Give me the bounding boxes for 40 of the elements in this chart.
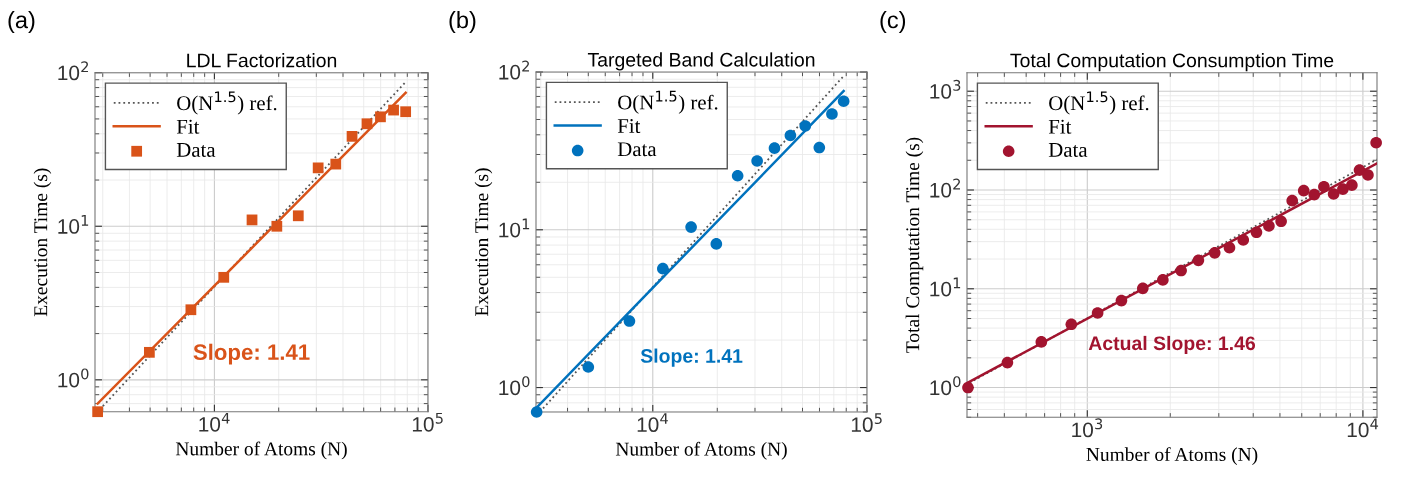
legend-label: O(N$^{1.5}$) ref. [618, 90, 718, 114]
legend-label: Fit [176, 119, 200, 134]
x-axis-title: Number of Atoms (N) [615, 441, 787, 460]
text: (b) [449, 11, 476, 33]
x-axis-title: Number of Atoms (N) [1086, 447, 1258, 465]
chart-title: LDL Factorization [187, 53, 337, 68]
y-tick-label: 10$^{2}$ [499, 60, 529, 80]
text: (a) [8, 11, 35, 33]
x-tick-label: 10$^{4}$ [1347, 418, 1379, 438]
legend-label: O(N$^{1.5}$) ref. [1049, 91, 1149, 115]
legend-label: Data [1048, 143, 1088, 157]
y-tick-label: 10$^{0}$ [58, 368, 89, 388]
y-axis-title: Total Computation Time (s) [905, 137, 924, 353]
x-axis-title: Number of Atoms (N) [175, 441, 347, 460]
x-tick-label: 10$^{4}$ [199, 412, 230, 432]
y-tick-label: 10$^{2}$ [58, 61, 88, 81]
x-tick-label: 10$^{5}$ [851, 413, 882, 433]
annotation: Actual Slope: 1.46 [1088, 335, 1256, 354]
legend-label: Fit [1048, 119, 1072, 134]
x-tick-label: 10$^{4}$ [637, 413, 668, 433]
y-tick-label: 10$^{2}$ [930, 178, 960, 198]
legend-label: Data [617, 142, 657, 157]
annotation: Slope: 1.41 [193, 343, 310, 365]
chart-title: Targeted Band Calculation [587, 52, 815, 71]
y-tick-label: 10$^{1}$ [930, 277, 961, 297]
legend-label: Fit [617, 119, 641, 134]
y-tick-label: 10$^{0}$ [930, 376, 961, 396]
y-tick-label: 10$^{3}$ [930, 79, 961, 99]
y-axis-title: Execution Time (s) [33, 168, 52, 317]
annotation: Slope: 1.41 [640, 348, 743, 367]
chart-title: Total Computation Consumption Time [1010, 53, 1334, 72]
y-tick-label: 10$^{1}$ [58, 215, 89, 234]
y-tick-label: 10$^{1}$ [499, 218, 530, 238]
y-tick-label: 10$^{0}$ [499, 376, 530, 396]
legend-label: Data [176, 143, 216, 157]
x-tick-label: 10$^{5}$ [412, 412, 443, 432]
y-axis-title: Execution Time (s) [474, 168, 493, 316]
legend-label: O(N$^{1.5}$) ref. [177, 91, 277, 115]
x-tick-label: 10$^{3}$ [1072, 418, 1103, 438]
text: (c) [880, 11, 906, 33]
